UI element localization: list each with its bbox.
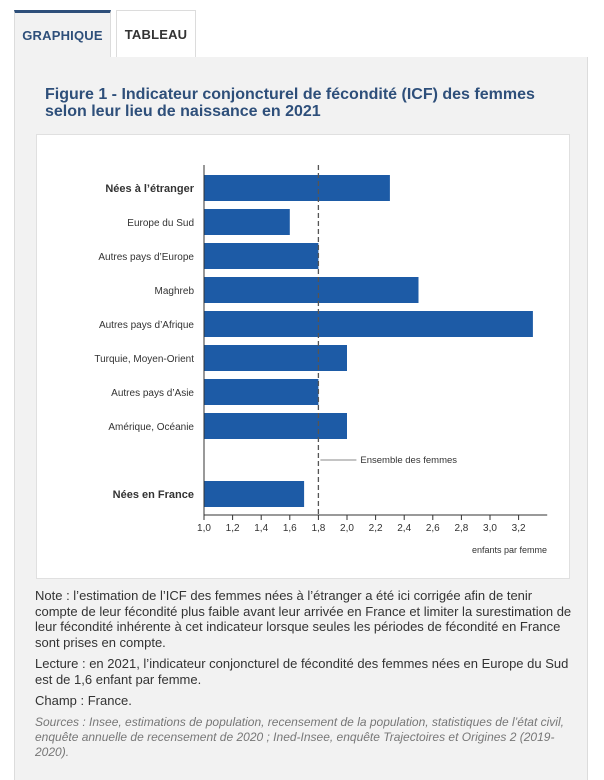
x-tick-label: 2,2 [369,523,383,534]
x-tick-label: 2,0 [340,523,354,534]
champ-text: Champ : France. [35,693,575,709]
reference-line-label: Ensemble des femmes [360,455,457,466]
tab-graphique[interactable]: GRAPHIQUE [14,10,111,58]
category-label: Autres pays d’Afrique [99,320,194,331]
bar-1 [204,209,290,235]
bar-8 [204,481,304,507]
x-tick-label: 1,2 [226,523,240,534]
category-label: Maghreb [155,286,195,297]
category-label: Nées à l’étranger [105,183,194,195]
x-tick-label: 1,0 [197,523,211,534]
bar-5 [204,345,347,371]
category-label: Europe du Sud [127,218,194,229]
x-tick-label: 1,8 [311,523,325,534]
x-tick-label: 3,2 [512,523,526,534]
x-tick-label: 1,4 [254,523,268,534]
x-tick-label: 2,4 [397,523,411,534]
category-label: Nées en France [113,489,194,501]
x-tick-label: 1,6 [283,523,297,534]
lecture-text: Lecture : en 2021, l’indicateur conjonct… [35,656,575,687]
x-tick-label: 2,8 [454,523,468,534]
bar-6 [204,379,318,405]
bar-2 [204,243,318,269]
category-label: Autres pays d’Asie [111,388,194,399]
tab-bar: GRAPHIQUE TABLEAU [14,10,196,58]
notes-section: Note : l’estimation de l’ICF des femmes … [35,588,575,766]
x-tick-label: 3,0 [483,523,497,534]
bar-4 [204,311,533,337]
x-tick-label: 2,6 [426,523,440,534]
x-axis-title: enfants par femme [472,545,547,555]
sources-text: Sources : Insee, estimations de populati… [35,715,575,760]
category-label: Turquie, Moyen-Orient [94,354,194,365]
tab-tableau[interactable]: TABLEAU [116,10,196,58]
bar-0 [204,175,390,201]
bar-3 [204,277,419,303]
figure-panel: Figure 1 - Indicateur conjoncturel de fé… [14,57,588,780]
chart-container: Nées à l’étranger Europe du Sud Autres pay… [36,134,570,579]
category-label: Amérique, Océanie [108,422,194,433]
note-text: Note : l’estimation de l’ICF des femmes … [35,588,575,650]
bar-chart: Nées à l’étranger Europe du Sud Autres pay… [37,135,569,578]
bar-7 [204,413,347,439]
category-label: Autres pays d’Europe [98,252,194,263]
figure-title: Figure 1 - Indicateur conjoncturel de fé… [45,86,565,120]
